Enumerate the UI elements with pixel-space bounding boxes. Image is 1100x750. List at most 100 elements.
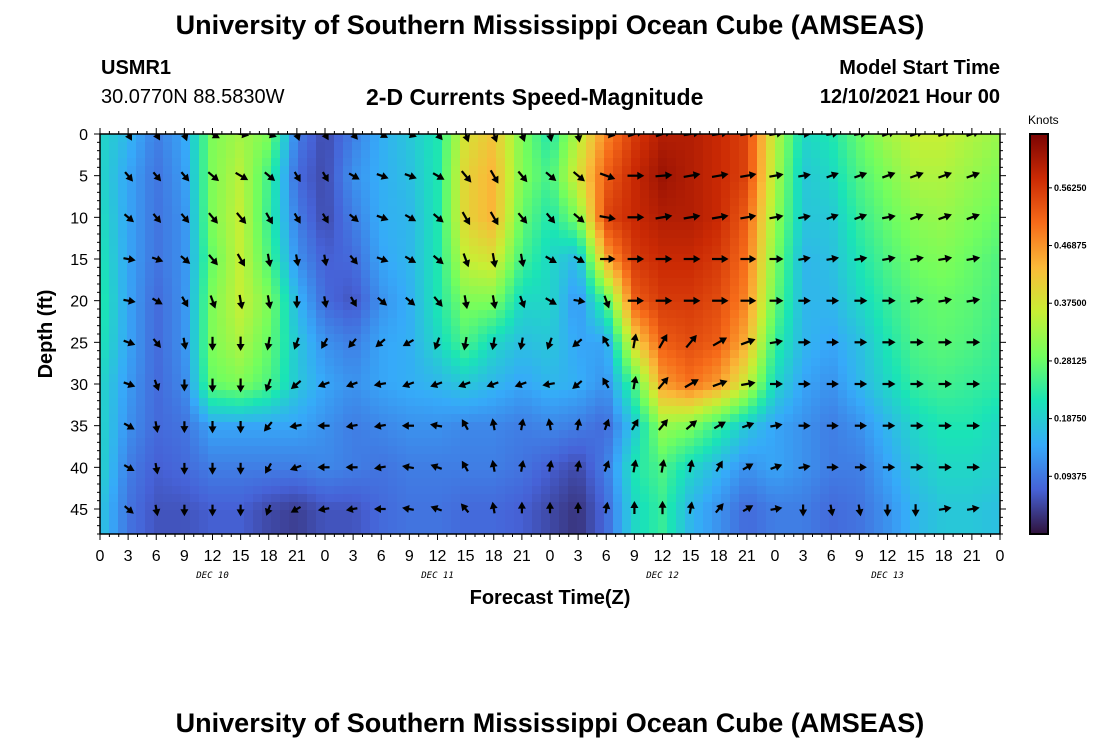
heatmap-cell xyxy=(145,414,155,423)
heatmap-cell xyxy=(334,214,344,223)
heatmap-cell xyxy=(865,134,875,143)
heatmap-cell xyxy=(568,182,578,191)
heatmap-cell xyxy=(397,526,407,534)
heatmap-cell xyxy=(766,390,776,399)
heatmap-cell xyxy=(550,366,560,375)
heatmap-cell xyxy=(343,190,353,199)
heatmap-cell xyxy=(748,222,758,231)
heatmap-cell xyxy=(379,438,389,447)
heatmap-cell xyxy=(811,526,821,534)
heatmap-cell xyxy=(640,358,650,367)
heatmap-cell xyxy=(172,366,182,375)
heatmap-cell xyxy=(604,238,614,247)
heatmap-cell xyxy=(928,238,938,247)
heatmap-cell xyxy=(307,302,317,311)
heatmap-cell xyxy=(991,398,1000,407)
heatmap-cell xyxy=(631,526,641,534)
heatmap-cell xyxy=(856,246,866,255)
heatmap-cell xyxy=(955,406,965,415)
heatmap-cell xyxy=(334,246,344,255)
heatmap-cell xyxy=(316,478,326,487)
heatmap-cell xyxy=(820,262,830,271)
heatmap-cell xyxy=(856,174,866,183)
heatmap-cell xyxy=(982,214,992,223)
heatmap-cell xyxy=(667,358,677,367)
heatmap-cell xyxy=(838,438,848,447)
heatmap-cell xyxy=(766,222,776,231)
heatmap-cell xyxy=(712,494,722,503)
heatmap-cell xyxy=(604,222,614,231)
heatmap-cell xyxy=(910,158,920,167)
heatmap-cell xyxy=(586,326,596,335)
heatmap-cell xyxy=(595,246,605,255)
heatmap-cell xyxy=(109,166,119,175)
heatmap-cell xyxy=(334,358,344,367)
heatmap-cell xyxy=(415,158,425,167)
heatmap-cell xyxy=(856,358,866,367)
heatmap-cell xyxy=(271,278,281,287)
heatmap-cell xyxy=(334,254,344,263)
heatmap-cell xyxy=(649,246,659,255)
heatmap-cell xyxy=(532,222,542,231)
heatmap-cell xyxy=(496,478,506,487)
heatmap-cell xyxy=(973,454,983,463)
heatmap-cell xyxy=(343,446,353,455)
heatmap-cell xyxy=(406,366,416,375)
heatmap-cell xyxy=(901,446,911,455)
heatmap-cell xyxy=(739,454,749,463)
heatmap-cell xyxy=(775,230,785,239)
heatmap-cell xyxy=(325,414,335,423)
heatmap-cell xyxy=(784,206,794,215)
heatmap-cell xyxy=(928,494,938,503)
heatmap-cell xyxy=(964,134,974,143)
heatmap-cell xyxy=(991,470,1000,479)
heatmap-cell xyxy=(163,310,173,319)
heatmap-cell xyxy=(145,398,155,407)
heatmap-cell xyxy=(604,494,614,503)
heatmap-cell xyxy=(559,262,569,271)
heatmap-cell xyxy=(478,422,488,431)
heatmap-cell xyxy=(892,142,902,151)
heatmap-cell xyxy=(523,518,533,527)
heatmap-cell xyxy=(298,526,308,534)
heatmap-cell xyxy=(586,502,596,511)
heatmap-cell xyxy=(595,142,605,151)
heatmap-cell xyxy=(226,238,236,247)
heatmap-cell xyxy=(793,190,803,199)
heatmap-cell xyxy=(136,494,146,503)
heatmap-cell xyxy=(694,246,704,255)
heatmap-cell xyxy=(901,422,911,431)
heatmap-cell xyxy=(712,270,722,279)
heatmap-cell xyxy=(784,406,794,415)
heatmap-cell xyxy=(208,366,218,375)
heatmap-cell xyxy=(352,246,362,255)
heatmap-cell xyxy=(901,478,911,487)
heatmap-cell xyxy=(910,278,920,287)
heatmap-cell xyxy=(847,326,857,335)
heatmap-cell xyxy=(100,526,110,534)
heatmap-cell xyxy=(505,430,515,439)
heatmap-cell xyxy=(937,430,947,439)
heatmap-cell xyxy=(856,350,866,359)
heatmap-cell xyxy=(478,406,488,415)
heatmap-cell xyxy=(919,366,929,375)
heatmap-cell xyxy=(298,470,308,479)
heatmap-cell xyxy=(982,294,992,303)
heatmap-cell xyxy=(892,494,902,503)
heatmap-cell xyxy=(181,150,191,159)
heatmap-cell xyxy=(514,182,524,191)
heatmap-cell xyxy=(379,478,389,487)
heatmap-cell xyxy=(550,230,560,239)
heatmap-cell xyxy=(208,198,218,207)
heatmap-cell xyxy=(496,510,506,519)
heatmap-cell xyxy=(811,470,821,479)
heatmap-cell xyxy=(919,454,929,463)
heatmap-cell xyxy=(937,398,947,407)
heatmap-cell xyxy=(424,406,434,415)
heatmap-cell xyxy=(964,398,974,407)
heatmap-cell xyxy=(424,494,434,503)
heatmap-cell xyxy=(388,350,398,359)
heatmap-cell xyxy=(838,374,848,383)
heatmap-cell xyxy=(325,486,335,495)
heatmap-cell xyxy=(172,270,182,279)
